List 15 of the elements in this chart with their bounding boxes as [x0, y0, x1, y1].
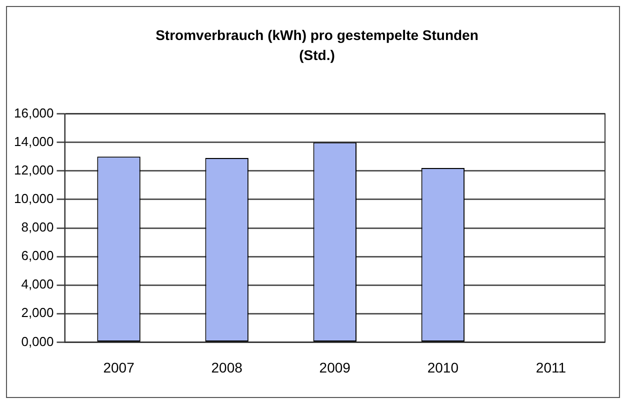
y-tick-label: 12,000 [14, 162, 54, 178]
x-tick-label: 2010 [427, 359, 459, 376]
x-tick-label: 2009 [319, 359, 351, 376]
y-tick-label: 0,000 [21, 334, 54, 349]
y-tick-label: 14,000 [14, 134, 54, 149]
x-tick-label: 2008 [211, 359, 243, 376]
chart-title: Stromverbrauch (kWh) pro gestempelte Stunden (Std.) [154, 26, 480, 65]
x-tick-label: 2007 [103, 359, 135, 376]
y-tick-label: 10,000 [14, 191, 54, 206]
y-tick-label: 6,000 [21, 248, 54, 264]
x-tick-label: 2011 [536, 359, 566, 376]
y-tick-label: 4,000 [21, 276, 54, 292]
y-tick-label: 8,000 [21, 220, 54, 235]
y-tick-label: 2,000 [21, 305, 54, 320]
y-tick-label: 16,000 [14, 105, 54, 120]
